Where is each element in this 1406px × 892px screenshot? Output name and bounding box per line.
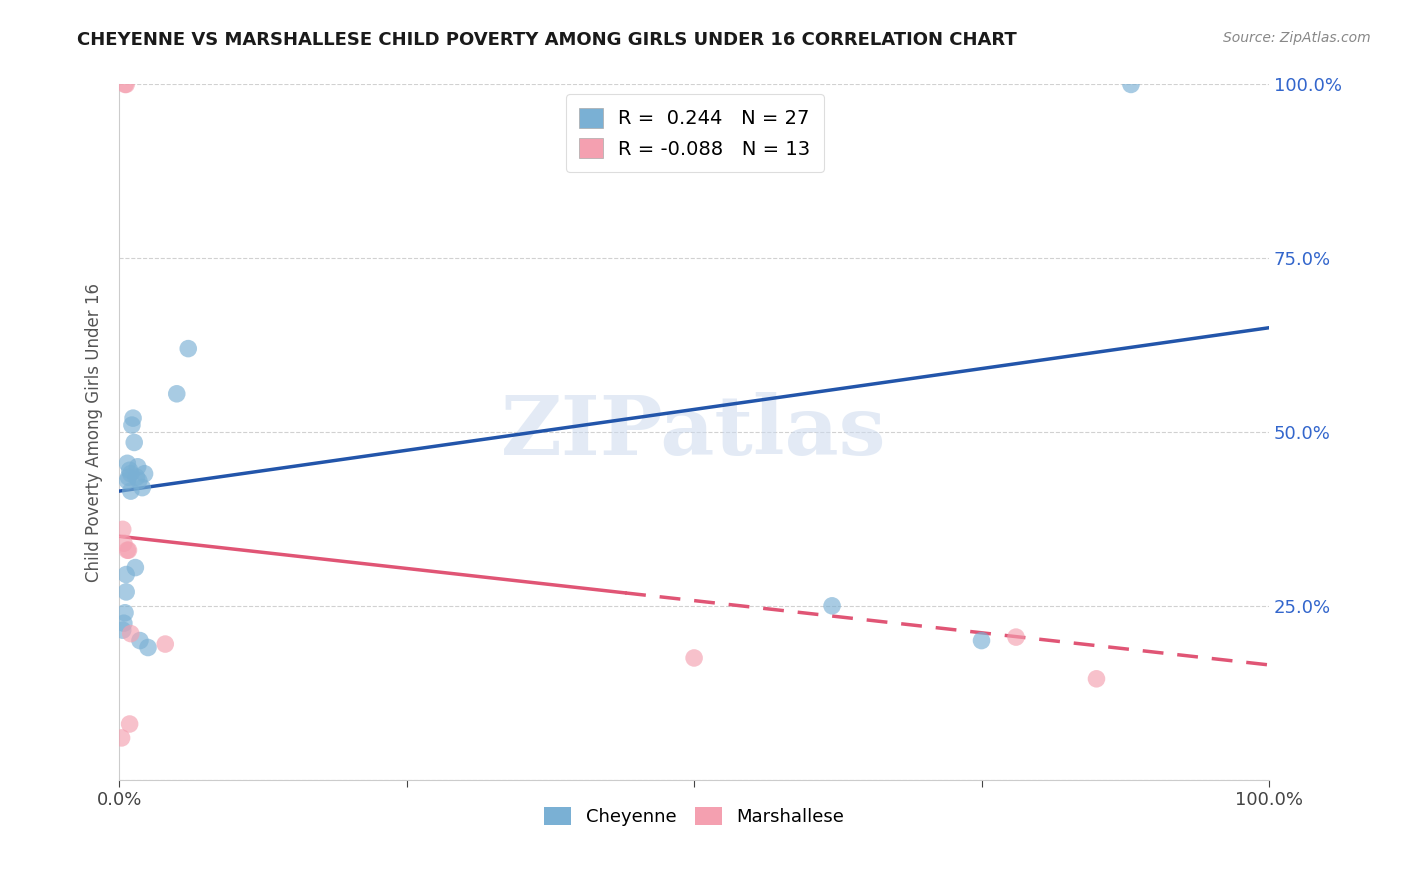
Point <box>115 567 138 582</box>
Point <box>1119 78 1142 92</box>
Point <box>117 456 139 470</box>
Point <box>131 481 153 495</box>
Point <box>114 78 136 92</box>
Y-axis label: Child Poverty Among Girls Under 16: Child Poverty Among Girls Under 16 <box>86 283 103 582</box>
Point <box>117 474 139 488</box>
Point <box>118 463 141 477</box>
Point <box>122 411 145 425</box>
Point <box>111 623 134 637</box>
Point <box>1005 630 1028 644</box>
Point <box>112 616 135 631</box>
Point <box>821 599 844 613</box>
Point <box>128 474 150 488</box>
Point <box>124 560 146 574</box>
Point <box>111 522 134 536</box>
Text: Source: ZipAtlas.com: Source: ZipAtlas.com <box>1223 31 1371 45</box>
Point <box>136 640 159 655</box>
Point <box>118 717 141 731</box>
Point <box>1085 672 1108 686</box>
Point <box>129 633 152 648</box>
Text: ZIPatlas: ZIPatlas <box>502 392 887 472</box>
Point <box>166 386 188 401</box>
Point <box>134 467 156 481</box>
Point <box>117 543 139 558</box>
Point <box>125 470 148 484</box>
Point <box>177 342 200 356</box>
Point <box>970 633 993 648</box>
Point <box>120 626 142 640</box>
Point <box>117 543 139 558</box>
Legend: Cheyenne, Marshallese: Cheyenne, Marshallese <box>537 799 851 833</box>
Point <box>114 606 136 620</box>
Point <box>127 459 149 474</box>
Text: CHEYENNE VS MARSHALLESE CHILD POVERTY AMONG GIRLS UNDER 16 CORRELATION CHART: CHEYENNE VS MARSHALLESE CHILD POVERTY AM… <box>77 31 1017 49</box>
Point <box>115 585 138 599</box>
Point <box>110 731 132 745</box>
Point <box>120 484 142 499</box>
Point <box>115 78 138 92</box>
Point <box>122 435 145 450</box>
Point <box>121 418 143 433</box>
Point <box>112 536 135 550</box>
Point <box>155 637 177 651</box>
Point <box>683 651 706 665</box>
Point <box>117 470 139 484</box>
Point <box>120 467 142 481</box>
